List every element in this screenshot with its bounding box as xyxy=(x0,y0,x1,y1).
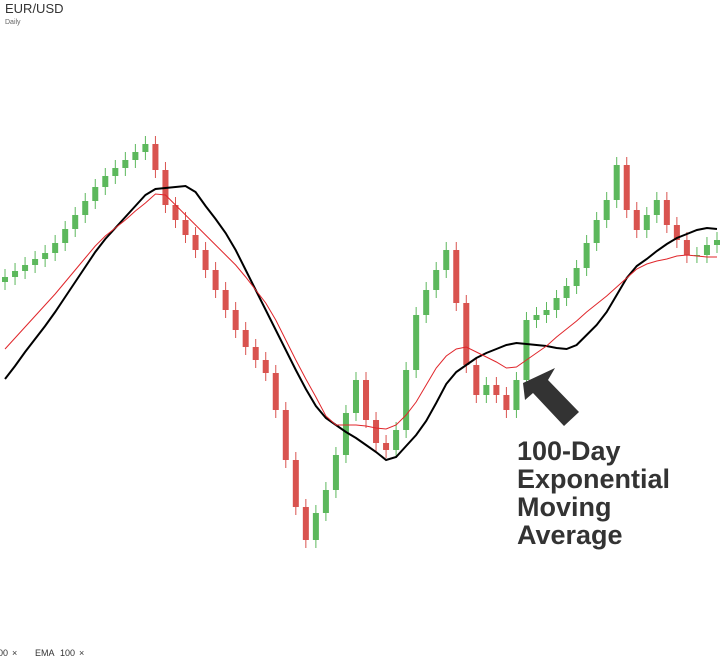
candle-body xyxy=(393,430,400,450)
candles xyxy=(2,136,720,548)
annotation-text: Average xyxy=(517,520,623,550)
candle-body xyxy=(593,220,600,243)
candle-body xyxy=(433,270,440,290)
candle-body xyxy=(643,215,650,230)
candle-body xyxy=(42,253,49,259)
annotation-text: 100-Day xyxy=(517,436,621,466)
candle-body xyxy=(272,373,279,410)
candle-body xyxy=(342,413,349,455)
candle-body xyxy=(503,395,510,410)
legend-period: 100 xyxy=(60,648,75,658)
candle-body xyxy=(212,270,219,290)
candle-body xyxy=(152,144,159,170)
candle-body xyxy=(322,490,329,513)
candle-body xyxy=(122,160,129,168)
annotation-text: Exponential xyxy=(517,464,670,494)
moving-average-line xyxy=(4,193,717,430)
candle-body xyxy=(92,187,99,201)
candle-body xyxy=(182,220,189,235)
candle-body xyxy=(453,250,460,303)
candle-body xyxy=(683,240,690,255)
candle-body xyxy=(403,370,410,430)
legend-period: 100 xyxy=(0,648,8,658)
candle-body xyxy=(713,240,720,245)
candle-body xyxy=(463,303,470,365)
candle-body xyxy=(102,176,109,187)
candle-body xyxy=(523,320,530,380)
candle-body xyxy=(613,165,620,200)
candle-body xyxy=(112,168,119,176)
candle-body xyxy=(513,380,520,410)
candle-body xyxy=(543,310,550,315)
candle-body xyxy=(383,443,390,450)
candle-body xyxy=(142,144,149,152)
candle-body xyxy=(62,229,69,243)
candle-body xyxy=(262,360,269,373)
candle-body xyxy=(312,513,319,540)
candle-body xyxy=(583,243,590,268)
candle-body xyxy=(352,380,359,413)
candle-body xyxy=(653,200,660,215)
candle-body xyxy=(573,268,580,286)
moving-average-line xyxy=(4,184,718,462)
candle-body xyxy=(413,315,420,370)
candle-body xyxy=(222,290,229,310)
candle-body xyxy=(473,365,480,395)
annotation-arrow xyxy=(523,368,579,426)
candle-body xyxy=(22,265,29,271)
candle-body xyxy=(663,200,670,225)
candle-body xyxy=(443,250,450,270)
candle-body xyxy=(363,380,370,420)
candle-body xyxy=(82,201,89,215)
legend-remove[interactable]: × xyxy=(12,648,17,658)
candle-body xyxy=(12,271,19,277)
candle-body xyxy=(132,152,139,160)
candle-body xyxy=(292,460,299,507)
chart-title: EUR/USD xyxy=(5,1,64,16)
lines xyxy=(4,184,718,462)
candle-body xyxy=(32,259,39,265)
candle-body xyxy=(192,235,199,250)
candle-body xyxy=(202,250,209,270)
candle-body xyxy=(373,420,380,443)
candle-body xyxy=(232,310,239,330)
candle-body xyxy=(703,245,710,255)
candle-body xyxy=(493,385,500,395)
candle-body xyxy=(603,200,610,220)
candle-body xyxy=(553,298,560,310)
candle-body xyxy=(483,385,490,395)
chart-subtitle: Daily xyxy=(5,19,21,26)
candle-body xyxy=(302,507,309,540)
candle-body xyxy=(633,210,640,230)
legend-name: EMA xyxy=(35,648,55,658)
candle-body xyxy=(242,330,249,347)
candle-body xyxy=(423,290,430,315)
candle-body xyxy=(252,347,259,360)
candle-body xyxy=(2,277,9,282)
candle-body xyxy=(563,286,570,298)
candle-body xyxy=(673,225,680,240)
candle-body xyxy=(332,455,339,490)
candle-body xyxy=(623,165,630,210)
candle-body xyxy=(72,215,79,229)
candle-body xyxy=(282,410,289,460)
candle-body xyxy=(533,315,540,320)
candle-body xyxy=(52,243,59,253)
legend-remove[interactable]: × xyxy=(79,648,84,658)
annotation-text: Moving xyxy=(517,492,612,522)
candle-body xyxy=(172,205,179,220)
